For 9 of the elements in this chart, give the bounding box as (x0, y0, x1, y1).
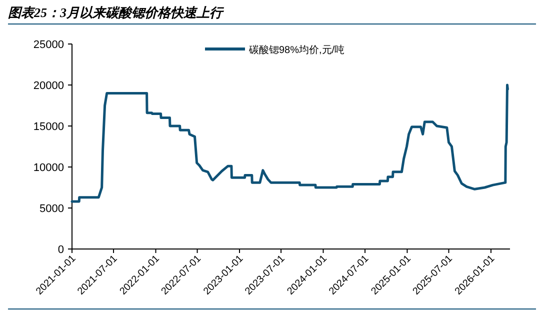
legend-label: 碳酸锶98%均价,元/吨 (248, 44, 345, 56)
y-tick-label: 25000 (33, 39, 64, 51)
y-tick-label: 5000 (40, 203, 64, 215)
chart-title: 图表25：3月以来碳酸锶价格快速上行 (8, 5, 224, 20)
y-tick-label: 0 (58, 244, 64, 256)
y-tick-label: 20000 (33, 80, 64, 92)
legend: 碳酸锶98%均价,元/吨 (205, 45, 345, 56)
y-tick-label: 10000 (33, 162, 64, 174)
y-tick-label: 15000 (33, 121, 64, 133)
